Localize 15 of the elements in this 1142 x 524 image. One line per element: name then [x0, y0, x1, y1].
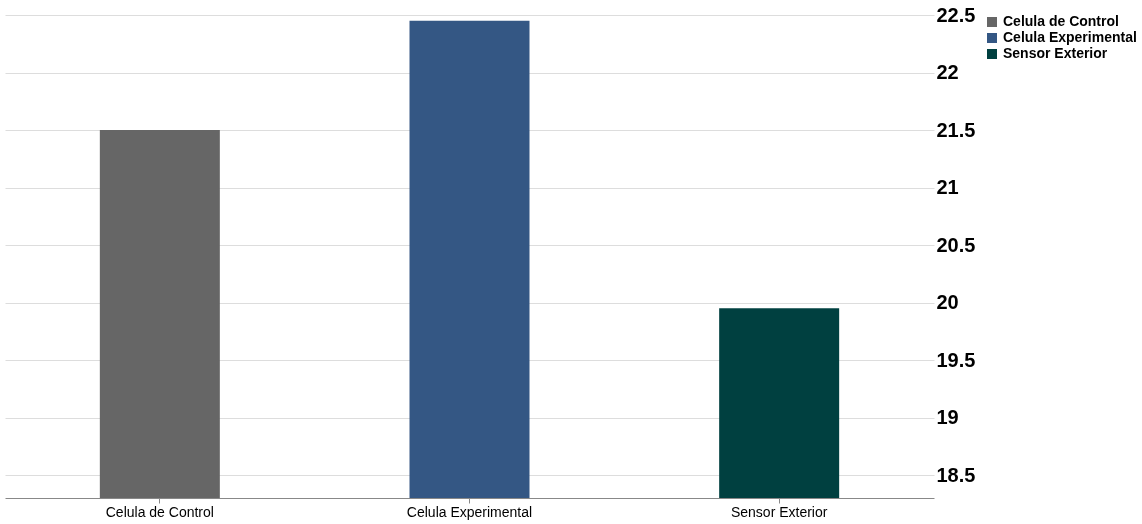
y-tick-label: 22 [936, 61, 959, 83]
y-tick-label: 19 [936, 406, 959, 428]
y-tick-label: 22.5 [936, 3, 976, 26]
legend-label: Sensor Exterior [1003, 45, 1108, 61]
legend-label: Celula Experimental [1003, 29, 1137, 45]
y-tick-label: 20.5 [936, 233, 976, 256]
y-tick-label: 19.5 [936, 348, 976, 371]
x-tick-label: Celula Experimental [406, 503, 533, 520]
x-tick-label: Celula de Control [105, 503, 214, 520]
legend-label: Celula de Control [1003, 13, 1119, 29]
y-tick-label: 21.5 [936, 118, 976, 141]
y-tick-label: 18.5 [936, 463, 976, 486]
x-tick-label: Sensor Exterior [730, 503, 828, 520]
y-tick-label: 20 [936, 291, 959, 313]
y-tick-label: 21 [936, 176, 959, 198]
